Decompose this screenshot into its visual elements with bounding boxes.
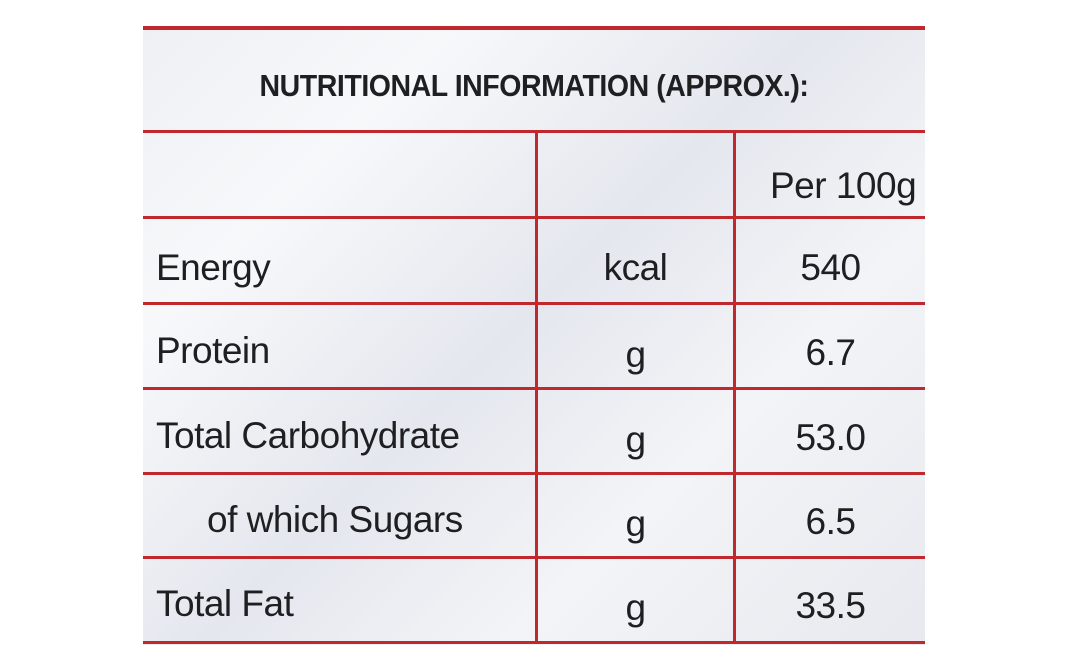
row-protein-unit: g <box>625 334 646 375</box>
rule-under-carbohydrate <box>143 472 925 475</box>
table-title: NUTRITIONAL INFORMATION (APPROX.): <box>259 68 809 103</box>
rule-under-title <box>143 130 925 133</box>
row-carbohydrate-value: 53.0 <box>795 417 866 458</box>
column-rule-2 <box>733 130 736 644</box>
row-fat-value: 33.5 <box>795 585 866 626</box>
nutrition-label: NUTRITIONAL INFORMATION (APPROX.): Per 1… <box>143 26 925 645</box>
row-energy-unit: kcal <box>603 247 668 288</box>
rule-under-header <box>143 216 925 219</box>
rule-under-protein <box>143 387 925 390</box>
row-sugars-unit: g <box>625 503 646 544</box>
row-carbohydrate-label: Total Carbohydrate <box>156 415 460 456</box>
column-rule-1 <box>535 130 538 644</box>
rule-bottom <box>143 641 925 644</box>
rule-under-energy <box>143 302 925 305</box>
row-protein-label: Protein <box>156 330 270 371</box>
row-carbohydrate-unit: g <box>625 419 646 460</box>
header-per-100g: Per 100g <box>770 165 917 206</box>
row-fat-unit: g <box>625 587 646 628</box>
row-energy-label: Energy <box>156 247 271 288</box>
rule-under-sugars <box>143 556 925 559</box>
row-energy-value: 540 <box>800 247 861 288</box>
row-sugars-value: 6.5 <box>805 501 856 542</box>
row-sugars-label: of which Sugars <box>207 499 463 540</box>
row-fat-label: Total Fat <box>156 583 294 624</box>
row-protein-value: 6.7 <box>805 332 856 373</box>
